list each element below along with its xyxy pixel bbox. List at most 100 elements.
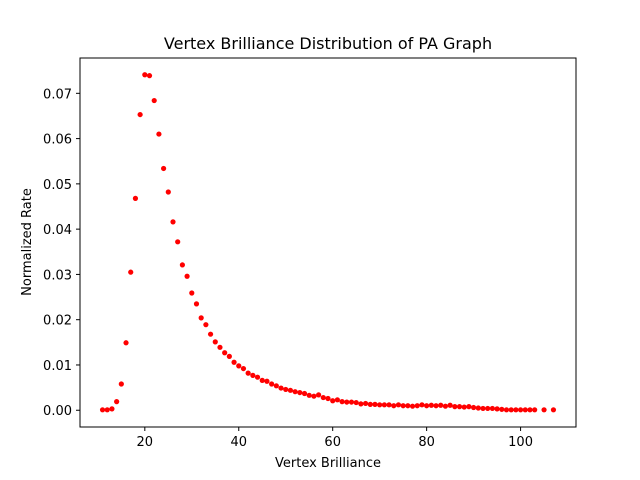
data-point — [104, 407, 110, 413]
chart-title: Vertex Brilliance Distribution of PA Gra… — [164, 34, 492, 53]
y-tick-label: 0.06 — [43, 133, 72, 148]
data-point — [151, 97, 157, 104]
data-point — [269, 381, 275, 387]
data-point — [485, 405, 491, 412]
data-point — [132, 195, 139, 201]
data-point — [372, 401, 378, 407]
data-point — [137, 111, 143, 118]
data-point — [367, 401, 373, 407]
data-point — [419, 402, 425, 408]
data-point — [517, 407, 524, 413]
data-point — [128, 269, 134, 275]
data-point — [527, 407, 533, 413]
data-point — [198, 315, 204, 321]
data-point — [245, 370, 251, 376]
data-point — [414, 403, 420, 409]
data-point — [287, 387, 294, 393]
data-point — [240, 365, 247, 372]
data-point — [386, 402, 392, 408]
y-tick-label: 0.05 — [43, 178, 72, 193]
data-point — [541, 407, 547, 413]
data-point — [193, 301, 200, 307]
data-point — [165, 189, 171, 195]
y-tick-label: 0.07 — [43, 87, 72, 102]
data-point — [118, 381, 124, 387]
y-tick-label: 0.01 — [43, 359, 72, 374]
data-point — [428, 402, 434, 408]
data-point — [184, 273, 190, 279]
data-point — [330, 398, 336, 404]
plot-area — [99, 72, 557, 413]
data-point — [301, 390, 308, 397]
data-point — [123, 340, 129, 346]
data-point — [179, 262, 185, 268]
data-point — [447, 402, 453, 408]
data-point — [114, 399, 120, 405]
data-point — [550, 407, 557, 413]
data-point — [226, 353, 232, 359]
data-point — [362, 400, 369, 407]
data-point — [222, 350, 228, 356]
data-point — [424, 403, 430, 409]
data-point — [391, 403, 397, 409]
data-point — [532, 407, 538, 413]
data-point — [400, 403, 406, 409]
data-point — [438, 402, 444, 408]
data-point — [513, 407, 519, 413]
data-point — [207, 331, 214, 337]
data-point — [259, 377, 265, 383]
data-point — [334, 397, 340, 403]
data-point — [170, 219, 176, 225]
data-point — [250, 372, 256, 378]
y-axis-label: Normalized Rate — [20, 188, 35, 296]
data-point — [471, 404, 477, 411]
data-point — [99, 407, 106, 413]
data-point — [217, 344, 223, 350]
data-point — [475, 405, 481, 411]
data-point — [395, 402, 402, 408]
data-point — [452, 404, 458, 410]
data-point — [325, 395, 331, 402]
data-point — [522, 407, 528, 413]
data-point — [212, 339, 218, 345]
x-tick-label: 100 — [508, 435, 533, 450]
data-point — [297, 389, 303, 396]
data-point — [161, 165, 167, 172]
data-point — [461, 404, 467, 410]
data-point — [377, 402, 383, 408]
data-point — [433, 403, 439, 409]
y-tick-label: 0.02 — [43, 314, 72, 329]
data-point — [409, 403, 416, 409]
data-point — [175, 239, 181, 245]
data-point — [499, 406, 505, 412]
data-point — [353, 399, 359, 406]
data-point — [339, 399, 345, 405]
x-tick-label: 60 — [324, 435, 341, 450]
data-point — [273, 383, 279, 389]
data-point — [442, 403, 449, 409]
data-point — [278, 385, 284, 391]
data-point — [292, 389, 298, 395]
data-point — [508, 407, 514, 413]
data-point — [236, 363, 242, 369]
data-point — [283, 386, 289, 393]
data-point — [203, 322, 209, 328]
y-tick-label: 0.04 — [43, 223, 72, 238]
data-point — [320, 394, 326, 401]
data-point — [146, 73, 153, 79]
data-point — [480, 405, 486, 412]
data-point — [405, 403, 411, 409]
data-point — [358, 401, 364, 407]
data-point — [311, 393, 317, 399]
data-point — [381, 402, 387, 408]
data-point — [503, 407, 510, 413]
data-point — [489, 405, 495, 412]
x-axis-label: Vertex Brilliance — [275, 456, 381, 471]
data-point — [264, 378, 270, 384]
axes-frame — [79, 57, 577, 428]
data-point — [316, 392, 322, 398]
data-point — [306, 392, 312, 398]
data-point — [156, 131, 162, 137]
data-point — [348, 399, 355, 405]
